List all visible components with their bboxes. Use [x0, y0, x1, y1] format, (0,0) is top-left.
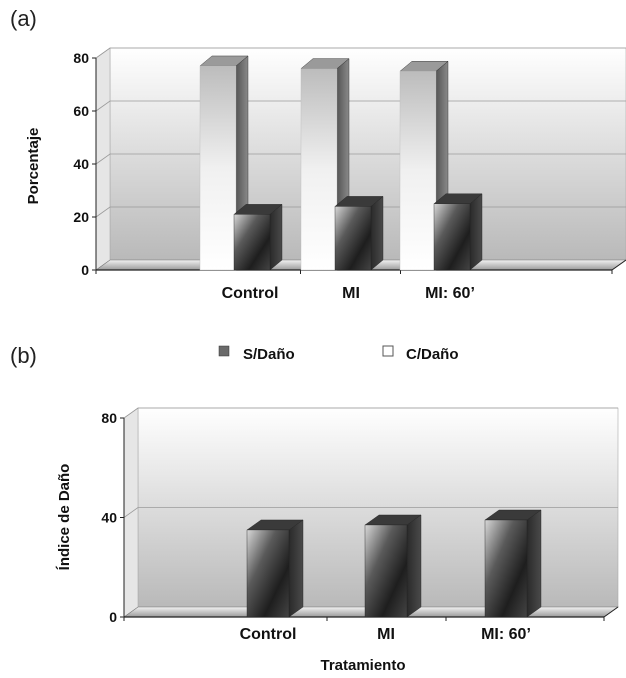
chart-b-ytick-label: 40: [101, 510, 117, 526]
panel-b-label: (b): [10, 343, 37, 368]
chart-b-category-label: MI: 60’: [481, 626, 531, 643]
chart-b-bar-value-0-side: [288, 519, 304, 618]
chart-a-bar-c-da-o-0-front: [199, 65, 237, 271]
chart-a-floor-edge: [611, 259, 626, 271]
chart-a-bar-s-da-o-2-front: [433, 203, 471, 271]
chart-a-ytick-label: 0: [81, 262, 89, 278]
chart-a-category-label: MI: 60’: [425, 285, 475, 302]
chart-a-gridline: [95, 47, 626, 59]
chart-a-category-label: MI: [342, 285, 360, 302]
chart-b-gridline: [123, 407, 618, 419]
chart-b-bar-value-1-side: [406, 514, 422, 618]
chart-b-category-label: MI: [377, 626, 395, 643]
chart-a-bar-s-da-o-2: [433, 193, 483, 271]
chart-a-bar-c-da-o-1: [300, 58, 350, 271]
legend-swatch-s-dano: [218, 345, 230, 357]
chart-a-bar-c-da-o-0: [199, 55, 249, 271]
chart-a-ytick-label: 40: [73, 156, 89, 172]
legend-label-s-dano: S/Daño: [243, 346, 295, 363]
chart-a-bar-c-da-o-1-front: [300, 68, 338, 271]
chart-a-category-label: Control: [222, 285, 279, 302]
chart-b: 0 40 80 Control MI MI: 60’: [101, 407, 619, 643]
chart-b-floor-edge: [603, 606, 619, 618]
chart-b-bar-value-0-front: [246, 529, 290, 618]
chart-b-xlabel: Tratamiento: [320, 657, 405, 674]
chart-a-ytick-label: 60: [73, 103, 89, 119]
chart-b-category-label: Control: [240, 626, 297, 643]
chart-b-bar-value-2-front: [484, 519, 528, 618]
chart-b-bar-value-2-side: [526, 509, 542, 618]
chart-a-bar-s-da-o-2-side: [469, 193, 483, 271]
legend-swatch-c-dano: [382, 345, 394, 357]
chart-b-bar-value-0: [246, 519, 304, 618]
chart-b-ylabel: Índice de Daño: [56, 464, 73, 571]
chart-b-ytick-label: 80: [101, 410, 117, 426]
chart-a-bar-s-da-o-1-side: [370, 195, 384, 271]
chart-a-bar-s-da-o-0: [233, 203, 283, 271]
chart-a-ylabel: Porcentaje: [25, 128, 42, 205]
chart-b-bar-value-1: [364, 514, 422, 618]
chart-a-ytick-label: 80: [73, 50, 89, 66]
chart-a-bar-s-da-o-0-front: [233, 214, 271, 271]
chart-b-ytick-label: 0: [109, 609, 117, 625]
panel-a-label: (a): [10, 6, 37, 31]
chart-a-bar-s-da-o-1-front: [334, 206, 372, 271]
chart-a: 0 20 40 60 80 Control MI MI: 60’: [73, 47, 626, 302]
chart-a-gridline: [95, 153, 626, 165]
legend-label-c-dano: C/Daño: [406, 346, 459, 363]
chart-a-ytick-label: 20: [73, 209, 89, 225]
chart-a-bar-s-da-o-1: [334, 195, 384, 271]
chart-a-bar-c-da-o-2-front: [399, 71, 437, 271]
chart-a-bar-s-da-o-0-side: [269, 203, 283, 271]
chart-b-gridline: [123, 507, 618, 518]
chart-b-bar-value-1-front: [364, 524, 408, 618]
legend: S/Daño C/Daño: [218, 345, 459, 363]
chart-b-bar-value-2: [484, 509, 542, 618]
chart-a-gridline: [95, 100, 626, 112]
